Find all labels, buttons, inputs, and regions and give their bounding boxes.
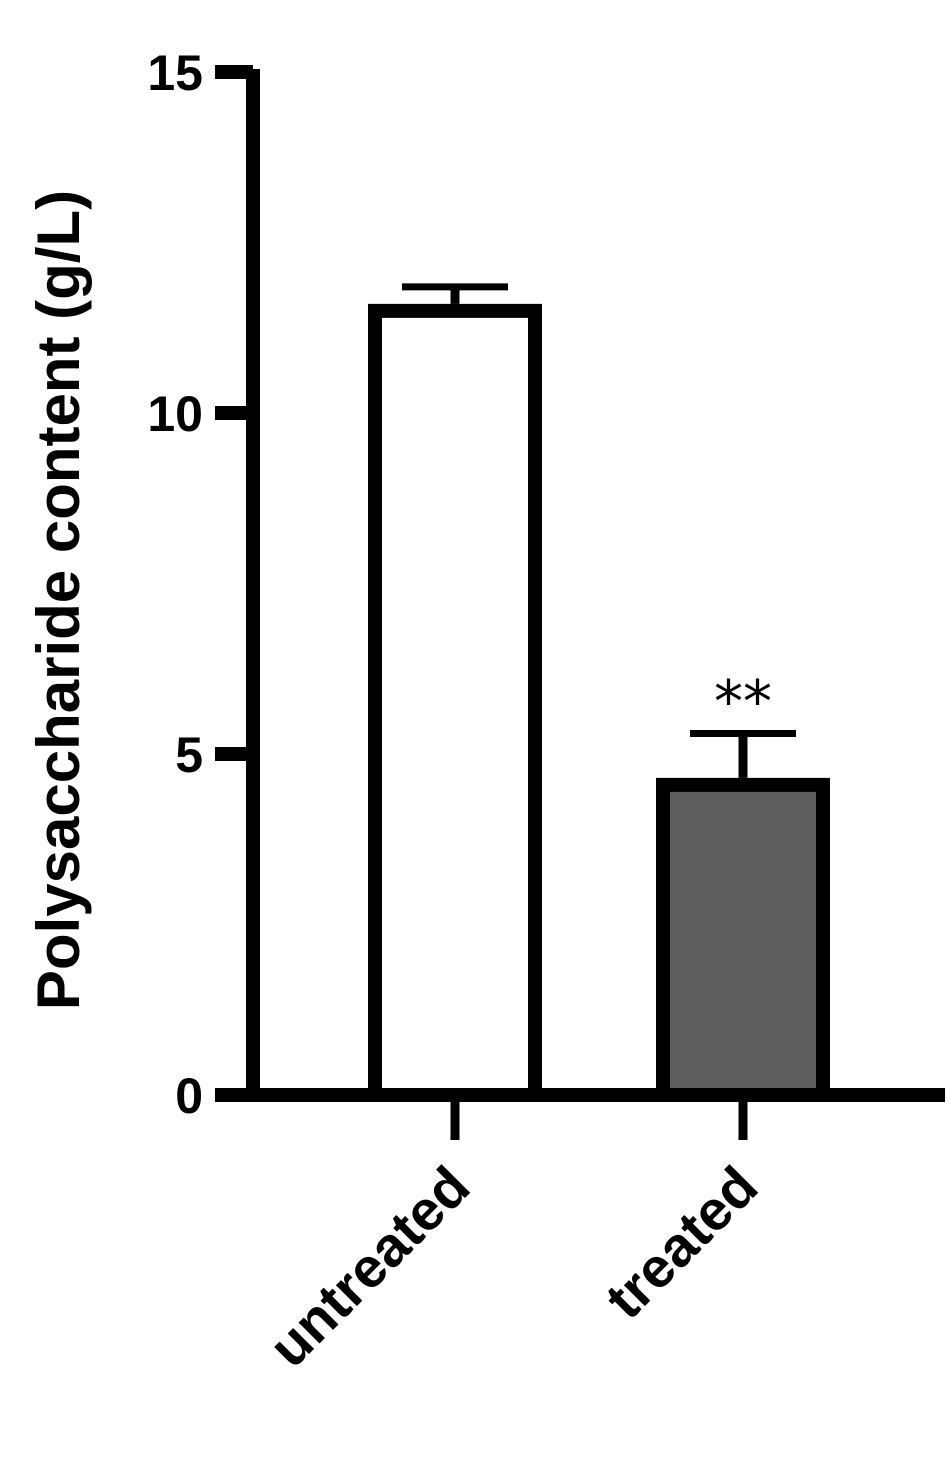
y-tick-label: 0 — [175, 1068, 203, 1124]
x-tick-label-untreated: untreated — [257, 1154, 482, 1379]
bar-untreated — [368, 303, 542, 1102]
bars-layer — [368, 283, 830, 1102]
bar-treated — [656, 777, 830, 1102]
y-axis-title: Polysaccharide content (g/L) — [25, 190, 92, 1010]
y-tick-label: 5 — [175, 727, 203, 783]
y-tick-label: 15 — [147, 45, 203, 101]
axes-layer — [215, 65, 945, 1140]
significance-label: ** — [714, 668, 772, 736]
y-tick-label: 10 — [147, 386, 203, 442]
x-tick-label-treated: treated — [593, 1154, 770, 1331]
